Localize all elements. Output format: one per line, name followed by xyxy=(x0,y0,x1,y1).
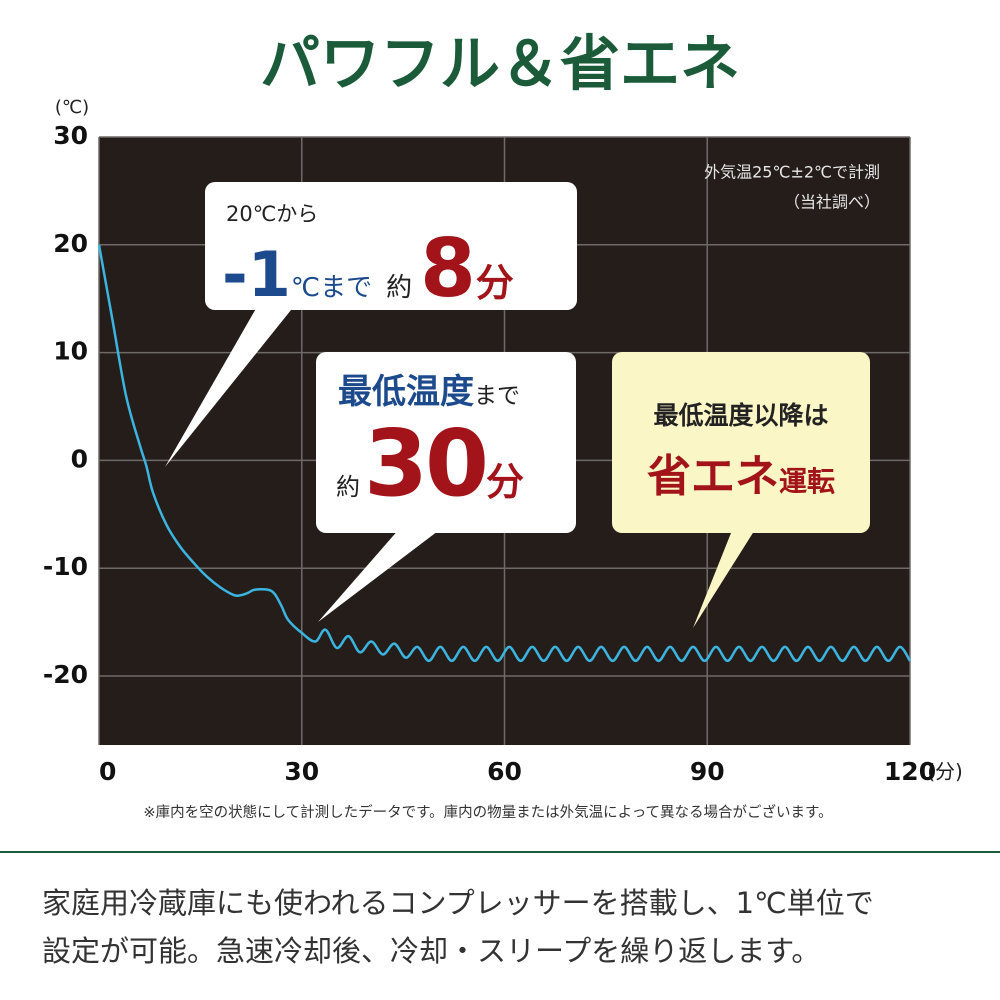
chart-title: パワフル＆省エネ xyxy=(260,30,740,100)
y-tick-label: 0 xyxy=(71,444,88,473)
x-tick-label: 120 xyxy=(884,757,936,786)
note: （当社調べ） xyxy=(784,193,880,212)
note: 外気温25℃±2℃で計測 xyxy=(704,163,880,182)
callout-text: 8 xyxy=(420,222,476,315)
description: 設定が可能。急速冷却後、冷却・スリープを繰り返します。 xyxy=(42,934,820,968)
y-tick-label: 10 xyxy=(53,337,88,366)
callout-text: 分 xyxy=(475,261,514,305)
callout-box xyxy=(316,352,576,533)
y-tick-label: -10 xyxy=(43,552,88,581)
callout-tail xyxy=(165,305,295,467)
callout-box xyxy=(205,182,577,310)
callout-text: 運転 xyxy=(778,465,835,498)
callout-text: まで xyxy=(474,383,520,409)
x-axis-label: (分) xyxy=(927,760,963,784)
line xyxy=(97,244,912,663)
callout-tail xyxy=(693,528,756,628)
callout-text: 最低温度以降は xyxy=(653,401,829,430)
callout-text: 省エネ xyxy=(646,451,779,502)
callout-text: 約 xyxy=(336,473,360,501)
footnote: ※庫内を空の状態にして計測したデータです。庫内の物量または外気温によって異なる場… xyxy=(143,803,832,821)
x-tick-label: 30 xyxy=(284,757,319,786)
callout-text: ℃まで xyxy=(290,273,373,303)
callout-box xyxy=(612,352,870,533)
callout-line: 最低温度 まで xyxy=(338,364,520,413)
description: 家庭用冷蔵庫にも使われるコンプレッサーを搭載し、1℃単位で xyxy=(42,886,874,920)
callout-text: 最低温度 xyxy=(338,372,474,412)
callout-text: -1 xyxy=(222,238,291,311)
callout-shapes xyxy=(165,182,870,628)
callout-line: -1 ℃まで 約 8 分 xyxy=(222,222,514,315)
callout-text: 約 xyxy=(386,273,413,303)
callout-text: 分 xyxy=(486,460,525,504)
callout-text: 20℃から xyxy=(226,202,319,226)
callout-text: 30 xyxy=(364,410,489,517)
x-tick-label: 90 xyxy=(690,757,725,786)
callout-line: 省エネ 運転 xyxy=(612,440,870,504)
y-axis-label: (℃) xyxy=(55,97,89,118)
y-tick-label: 30 xyxy=(53,121,88,150)
y-tick-label: 20 xyxy=(53,229,88,258)
callout-line: 約 30 分 xyxy=(336,410,524,517)
x-tick-label: 60 xyxy=(487,757,522,786)
callout-tail xyxy=(318,528,442,622)
y-tick-label: -20 xyxy=(43,660,88,689)
x-tick-label: 0 xyxy=(99,757,116,786)
